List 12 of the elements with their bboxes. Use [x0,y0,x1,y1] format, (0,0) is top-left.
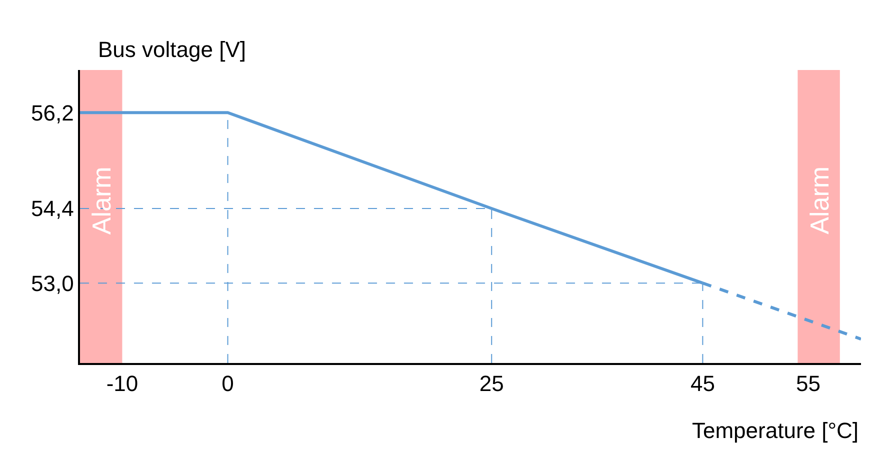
x-tick-label: 55 [796,371,820,396]
x-tick-label: 0 [222,371,234,396]
x-axis-title: Temperature [°C] [692,418,859,443]
x-tick-label: 45 [690,371,715,396]
x-tick-label: 25 [479,371,504,396]
band-label: Alarm [804,166,834,234]
y-tick-label: 56,2 [31,100,74,126]
band-label: Alarm [86,166,117,235]
y-tick-label: 53,0 [31,270,74,296]
y-axis-title: Bus voltage [V] [98,37,246,62]
y-tick-label: 54,4 [31,196,74,222]
x-tick-label: -10 [106,371,138,396]
